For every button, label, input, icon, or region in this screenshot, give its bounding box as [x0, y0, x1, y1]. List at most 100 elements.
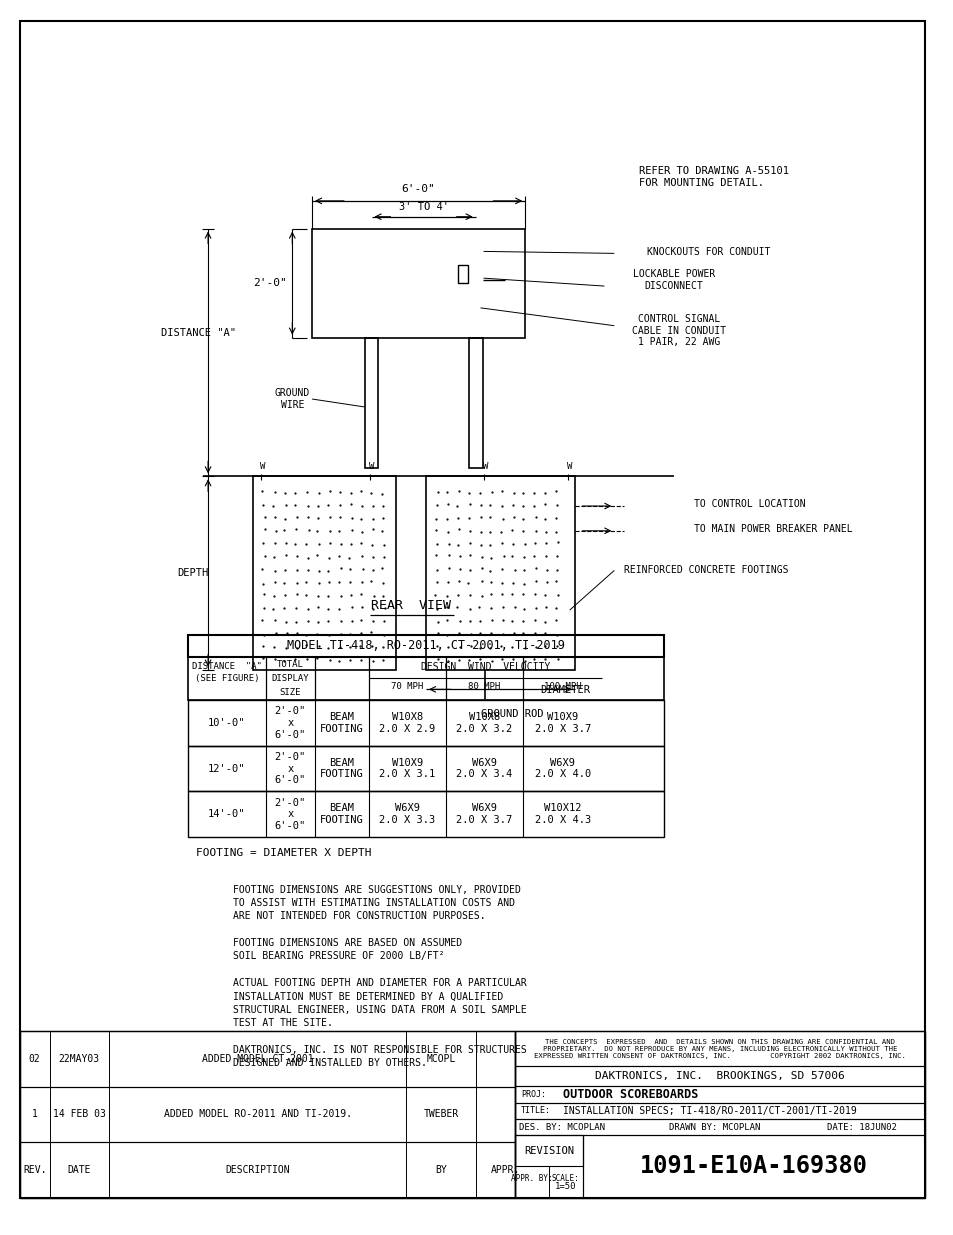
Text: TO MAIN POWER BREAKER PANEL: TO MAIN POWER BREAKER PANEL: [693, 524, 851, 534]
Text: PROJ:: PROJ:: [520, 1089, 546, 1099]
Text: DISPLAY: DISPLAY: [272, 674, 309, 683]
Text: 22MAY03: 22MAY03: [59, 1053, 100, 1063]
Text: 1: 1: [31, 1109, 37, 1119]
Text: 1091-E10A-169380: 1091-E10A-169380: [639, 1155, 867, 1178]
Bar: [188, 635, 663, 657]
Text: DIAMETER: DIAMETER: [539, 685, 589, 695]
Text: W10X8
2.0 X 3.2: W10X8 2.0 X 3.2: [456, 713, 512, 734]
Bar: [515, 1135, 582, 1198]
Text: 02: 02: [29, 1053, 41, 1063]
Bar: [515, 1031, 924, 1066]
Text: TITLE:: TITLE:: [520, 1107, 551, 1115]
Text: SIZE: SIZE: [279, 688, 301, 697]
Bar: [515, 1135, 582, 1166]
Text: DATE: 18JUN02: DATE: 18JUN02: [826, 1123, 896, 1131]
Text: W6X9
2.0 X 3.7: W6X9 2.0 X 3.7: [456, 804, 512, 825]
Text: W6X9
2.0 X 3.4: W6X9 2.0 X 3.4: [456, 758, 512, 779]
Text: 80 MPH: 80 MPH: [468, 682, 500, 690]
Text: ARE NOT INTENDED FOR CONSTRUCTION PURPOSES.: ARE NOT INTENDED FOR CONSTRUCTION PURPOS…: [233, 911, 485, 921]
Text: LOCKABLE POWER
DISCONNECT: LOCKABLE POWER DISCONNECT: [632, 269, 714, 291]
Text: DAKTRONICS, INC. IS NOT RESPONSIBLE FOR STRUCTURES: DAKTRONICS, INC. IS NOT RESPONSIBLE FOR …: [233, 1045, 526, 1055]
Text: THE CONCEPTS  EXPRESSED  AND  DETAILS SHOWN ON THIS DRAWING ARE CONFIDENTIAL AND: THE CONCEPTS EXPRESSED AND DETAILS SHOWN…: [534, 1039, 905, 1058]
Text: BEAM
FOOTING: BEAM FOOTING: [319, 804, 363, 825]
Text: W10X9
2.0 X 3.1: W10X9 2.0 X 3.1: [378, 758, 435, 779]
Text: DESCRIPTION: DESCRIPTION: [225, 1165, 290, 1174]
Text: W10X9
2.0 X 3.7: W10X9 2.0 X 3.7: [534, 713, 590, 734]
Text: DISTANCE  "A": DISTANCE "A": [192, 662, 261, 671]
Bar: [20, 1142, 515, 1198]
Text: FOOTING DIMENSIONS ARE SUGGESTIONS ONLY, PROVIDED: FOOTING DIMENSIONS ARE SUGGESTIONS ONLY,…: [233, 884, 520, 894]
Text: 14 FEB 03: 14 FEB 03: [52, 1109, 106, 1119]
Text: 100 MPH: 100 MPH: [543, 682, 581, 690]
Text: ACTUAL FOOTING DEPTH AND DIAMETER FOR A PARTICULAR: ACTUAL FOOTING DEPTH AND DIAMETER FOR A …: [233, 978, 526, 988]
Text: 2'-0"
x
6'-0": 2'-0" x 6'-0": [274, 752, 306, 785]
Text: DESIGN  WIND  VELOCITY: DESIGN WIND VELOCITY: [420, 662, 550, 672]
Text: W6X9
2.0 X 4.0: W6X9 2.0 X 4.0: [534, 758, 590, 779]
Bar: [515, 1066, 924, 1086]
Text: TEST AT THE SITE.: TEST AT THE SITE.: [233, 1019, 333, 1029]
Text: 3' TO 4': 3' TO 4': [398, 201, 448, 212]
Text: 2'-0"
x
6'-0": 2'-0" x 6'-0": [274, 706, 306, 740]
Text: W10X8
2.0 X 2.9: W10X8 2.0 X 2.9: [378, 713, 435, 734]
Text: REFER TO DRAWING A-55101
FOR MOUNTING DETAIL.: REFER TO DRAWING A-55101 FOR MOUNTING DE…: [639, 167, 788, 188]
Bar: [468, 337, 482, 468]
Text: 6'-0": 6'-0": [401, 184, 435, 194]
Text: W: W: [566, 462, 572, 471]
Bar: [188, 746, 663, 792]
Text: REV.: REV.: [23, 1165, 47, 1174]
Text: DISTANCE "A": DISTANCE "A": [160, 327, 235, 337]
Text: (SEE FIGURE): (SEE FIGURE): [194, 674, 259, 683]
Text: 2'-0"
x
6'-0": 2'-0" x 6'-0": [274, 798, 306, 831]
Text: DAKTRONICS, INC.  BROOKINGS, SD 57006: DAKTRONICS, INC. BROOKINGS, SD 57006: [595, 1071, 844, 1081]
Bar: [20, 1031, 515, 1198]
Text: TO ASSIST WITH ESTIMATING INSTALLATION COSTS AND: TO ASSIST WITH ESTIMATING INSTALLATION C…: [233, 898, 515, 908]
Bar: [312, 228, 524, 337]
Bar: [515, 1031, 924, 1198]
Text: REINFORCED CONCRETE FOOTINGS: REINFORCED CONCRETE FOOTINGS: [623, 566, 788, 576]
Text: SOIL BEARING PRESSURE OF 2000 LB/FT²: SOIL BEARING PRESSURE OF 2000 LB/FT²: [233, 951, 444, 961]
Text: REVISION: REVISION: [523, 1146, 574, 1156]
Text: OUTDOOR SCOREBOARDS: OUTDOOR SCOREBOARDS: [562, 1088, 698, 1100]
Text: TOTAL: TOTAL: [276, 659, 303, 669]
Text: 1=50: 1=50: [555, 1182, 576, 1192]
Text: KNOCKOUTS FOR CONDUIT: KNOCKOUTS FOR CONDUIT: [646, 247, 769, 257]
Text: 2'-0": 2'-0": [253, 278, 287, 288]
Bar: [426, 477, 574, 669]
Bar: [188, 657, 663, 700]
Bar: [457, 266, 467, 283]
Bar: [20, 1031, 515, 1087]
Text: TWEBER: TWEBER: [423, 1109, 458, 1119]
Text: BEAM
FOOTING: BEAM FOOTING: [319, 713, 363, 734]
Text: DEPTH: DEPTH: [177, 568, 209, 578]
Bar: [188, 700, 663, 746]
Text: BY: BY: [435, 1165, 446, 1174]
Text: ADDED MODEL RO-2011 AND TI-2019.: ADDED MODEL RO-2011 AND TI-2019.: [164, 1109, 352, 1119]
Text: DES. BY: MCOPLAN: DES. BY: MCOPLAN: [518, 1123, 604, 1131]
Bar: [582, 1135, 924, 1198]
Text: GROUND
WIRE: GROUND WIRE: [274, 388, 310, 410]
Text: 12'-0": 12'-0": [208, 763, 245, 773]
Text: FOOTING DIMENSIONS ARE BASED ON ASSUMED: FOOTING DIMENSIONS ARE BASED ON ASSUMED: [233, 939, 461, 948]
Text: APPR.: APPR.: [490, 1165, 519, 1174]
Text: DESIGNED AND INSTALLED BY OTHERS.: DESIGNED AND INSTALLED BY OTHERS.: [233, 1058, 426, 1068]
Text: STRUCTURAL ENGINEER, USING DATA FROM A SOIL SAMPLE: STRUCTURAL ENGINEER, USING DATA FROM A S…: [233, 1005, 526, 1015]
Bar: [515, 1119, 924, 1135]
Text: 70 MPH: 70 MPH: [391, 682, 423, 690]
Text: W: W: [259, 462, 265, 471]
Bar: [515, 1086, 924, 1103]
Text: W10X12
2.0 X 4.3: W10X12 2.0 X 4.3: [534, 804, 590, 825]
Text: FOOTING = DIAMETER X DEPTH: FOOTING = DIAMETER X DEPTH: [196, 847, 372, 858]
Text: CONTROL SIGNAL
CABLE IN CONDUIT
1 PAIR, 22 AWG: CONTROL SIGNAL CABLE IN CONDUIT 1 PAIR, …: [631, 314, 725, 347]
Text: INSTALLATION SPECS; TI-418/RO-2011/CT-2001/TI-2019: INSTALLATION SPECS; TI-418/RO-2011/CT-20…: [562, 1105, 856, 1116]
Text: DATE: DATE: [68, 1165, 91, 1174]
Text: MODEL TI-418, RO-2011, CT-2001, TI-2019: MODEL TI-418, RO-2011, CT-2001, TI-2019: [287, 640, 564, 652]
Text: 10'-0": 10'-0": [208, 718, 245, 727]
Text: W: W: [369, 462, 374, 471]
Text: APPR. BY:: APPR. BY:: [511, 1173, 553, 1183]
Bar: [253, 477, 395, 669]
Text: 14'-0": 14'-0": [208, 809, 245, 819]
Text: W6X9
2.0 X 3.3: W6X9 2.0 X 3.3: [378, 804, 435, 825]
Text: MCOPL: MCOPL: [426, 1053, 456, 1063]
Text: GROUND ROD: GROUND ROD: [480, 709, 542, 719]
Text: ADDED MODEL CT-2001: ADDED MODEL CT-2001: [202, 1053, 314, 1063]
